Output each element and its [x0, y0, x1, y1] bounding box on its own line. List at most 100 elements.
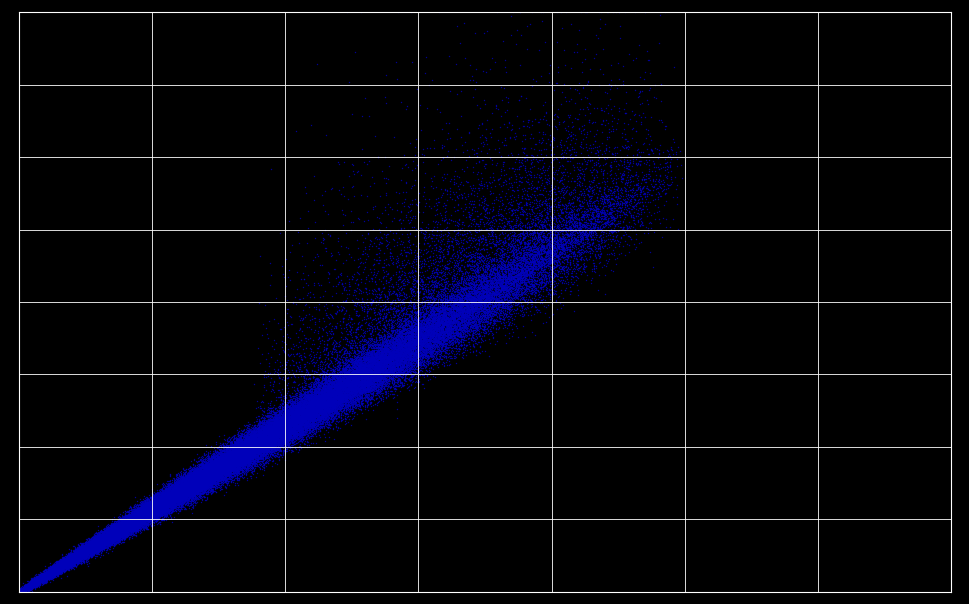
- Point: [83, 541, 99, 550]
- Point: [186, 478, 202, 487]
- Point: [498, 272, 514, 281]
- Point: [350, 381, 365, 391]
- Point: [282, 430, 297, 440]
- Point: [73, 554, 88, 564]
- Point: [314, 399, 329, 409]
- Point: [406, 338, 422, 348]
- Point: [141, 509, 157, 519]
- Point: [131, 526, 146, 536]
- Point: [88, 545, 104, 555]
- Point: [187, 469, 203, 479]
- Point: [334, 384, 350, 394]
- Point: [113, 524, 129, 533]
- Point: [100, 529, 115, 539]
- Point: [195, 475, 210, 484]
- Point: [202, 469, 217, 478]
- Point: [145, 503, 161, 513]
- Point: [364, 351, 380, 361]
- Point: [87, 545, 103, 554]
- Point: [103, 535, 118, 544]
- Point: [452, 309, 467, 319]
- Point: [145, 498, 161, 507]
- Point: [198, 472, 213, 481]
- Point: [246, 437, 262, 447]
- Point: [466, 289, 482, 298]
- Point: [208, 473, 224, 483]
- Point: [293, 417, 308, 427]
- Point: [104, 532, 119, 542]
- Point: [113, 516, 129, 526]
- Point: [354, 378, 369, 388]
- Point: [495, 255, 511, 265]
- Point: [87, 545, 103, 555]
- Point: [94, 538, 109, 548]
- Point: [241, 435, 257, 445]
- Point: [44, 565, 59, 574]
- Point: [159, 476, 174, 486]
- Point: [299, 387, 315, 397]
- Point: [238, 453, 254, 463]
- Point: [486, 307, 502, 316]
- Point: [179, 480, 195, 490]
- Point: [420, 308, 435, 318]
- Point: [389, 350, 404, 359]
- Point: [324, 382, 339, 392]
- Point: [76, 547, 91, 557]
- Point: [208, 461, 224, 471]
- Point: [242, 429, 258, 439]
- Point: [447, 338, 462, 348]
- Point: [126, 522, 141, 532]
- Point: [467, 317, 483, 327]
- Point: [394, 349, 410, 359]
- Point: [148, 500, 164, 510]
- Point: [81, 539, 97, 548]
- Point: [376, 365, 391, 374]
- Point: [208, 463, 224, 473]
- Point: [74, 547, 89, 556]
- Point: [26, 579, 42, 589]
- Point: [380, 294, 395, 303]
- Point: [58, 562, 74, 572]
- Point: [23, 577, 39, 587]
- Point: [501, 265, 516, 274]
- Point: [28, 579, 44, 589]
- Point: [333, 378, 349, 388]
- Point: [527, 240, 543, 249]
- Point: [516, 280, 532, 290]
- Point: [469, 270, 484, 280]
- Point: [137, 514, 152, 524]
- Point: [127, 513, 142, 523]
- Point: [251, 422, 266, 431]
- Point: [209, 466, 225, 475]
- Point: [301, 408, 317, 418]
- Point: [100, 533, 115, 542]
- Point: [487, 245, 503, 255]
- Point: [109, 525, 125, 535]
- Point: [16, 586, 31, 596]
- Point: [61, 559, 77, 569]
- Point: [288, 417, 303, 426]
- Point: [139, 495, 154, 504]
- Point: [632, 203, 647, 213]
- Point: [405, 342, 421, 352]
- Point: [51, 564, 67, 574]
- Point: [84, 550, 100, 560]
- Point: [105, 518, 120, 528]
- Point: [250, 437, 266, 446]
- Point: [127, 510, 142, 520]
- Point: [296, 438, 311, 448]
- Point: [437, 268, 453, 277]
- Point: [323, 384, 338, 394]
- Point: [265, 437, 280, 446]
- Point: [423, 297, 439, 307]
- Point: [136, 509, 151, 518]
- Point: [464, 330, 480, 340]
- Point: [398, 351, 414, 361]
- Point: [263, 427, 278, 437]
- Point: [159, 498, 174, 507]
- Point: [348, 382, 363, 392]
- Point: [140, 523, 155, 533]
- Point: [52, 558, 68, 568]
- Point: [256, 440, 271, 449]
- Point: [310, 364, 326, 374]
